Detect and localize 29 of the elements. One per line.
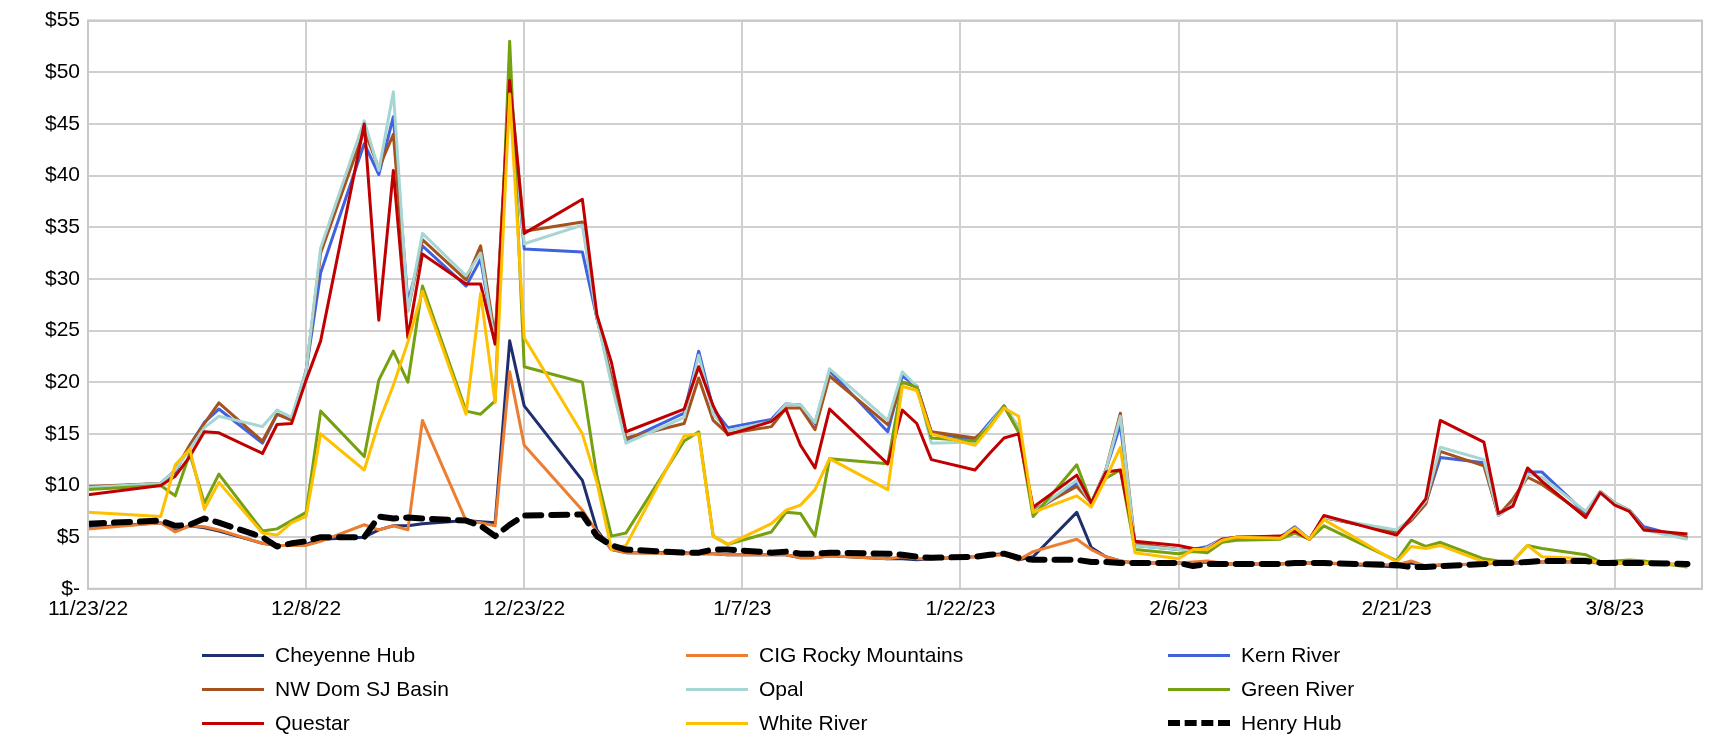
legend-label: Opal bbox=[759, 677, 804, 701]
legend-label: Green River bbox=[1241, 677, 1355, 701]
x-tick-label: 12/23/22 bbox=[483, 596, 566, 620]
x-tick-label: 1/7/23 bbox=[713, 596, 772, 620]
y-tick-label: $25 bbox=[44, 317, 80, 341]
legend-label: NW Dom SJ Basin bbox=[275, 677, 449, 701]
x-tick-label: 2/6/23 bbox=[1149, 596, 1208, 620]
legend-label: Cheyenne Hub bbox=[275, 643, 416, 667]
y-tick-label: $5 bbox=[56, 523, 80, 547]
y-tick-label: $- bbox=[61, 575, 80, 599]
x-tick-label: 1/22/23 bbox=[925, 596, 996, 620]
y-tick-label: $20 bbox=[44, 368, 80, 392]
legend-label: White River bbox=[759, 711, 868, 735]
y-tick-label: $35 bbox=[44, 214, 80, 238]
x-tick-label: 3/8/23 bbox=[1585, 596, 1644, 620]
legend-label: CIG Rocky Mountains bbox=[759, 643, 964, 667]
legend-label: Henry Hub bbox=[1241, 711, 1342, 735]
x-tick-label: 11/23/22 bbox=[47, 596, 129, 620]
y-tick-label: $50 bbox=[44, 59, 80, 83]
legend-label: Kern River bbox=[1241, 643, 1341, 667]
y-tick-label: $10 bbox=[44, 472, 80, 496]
x-tick-label: 12/8/22 bbox=[271, 596, 342, 620]
x-tick-label: 2/21/23 bbox=[1361, 596, 1432, 620]
y-tick-label: $40 bbox=[44, 162, 80, 186]
y-tick-label: $15 bbox=[44, 420, 80, 444]
y-tick-label: $55 bbox=[44, 7, 80, 31]
legend-label: Questar bbox=[275, 711, 350, 735]
y-tick-label: $45 bbox=[44, 110, 80, 134]
y-tick-label: $30 bbox=[44, 265, 80, 289]
